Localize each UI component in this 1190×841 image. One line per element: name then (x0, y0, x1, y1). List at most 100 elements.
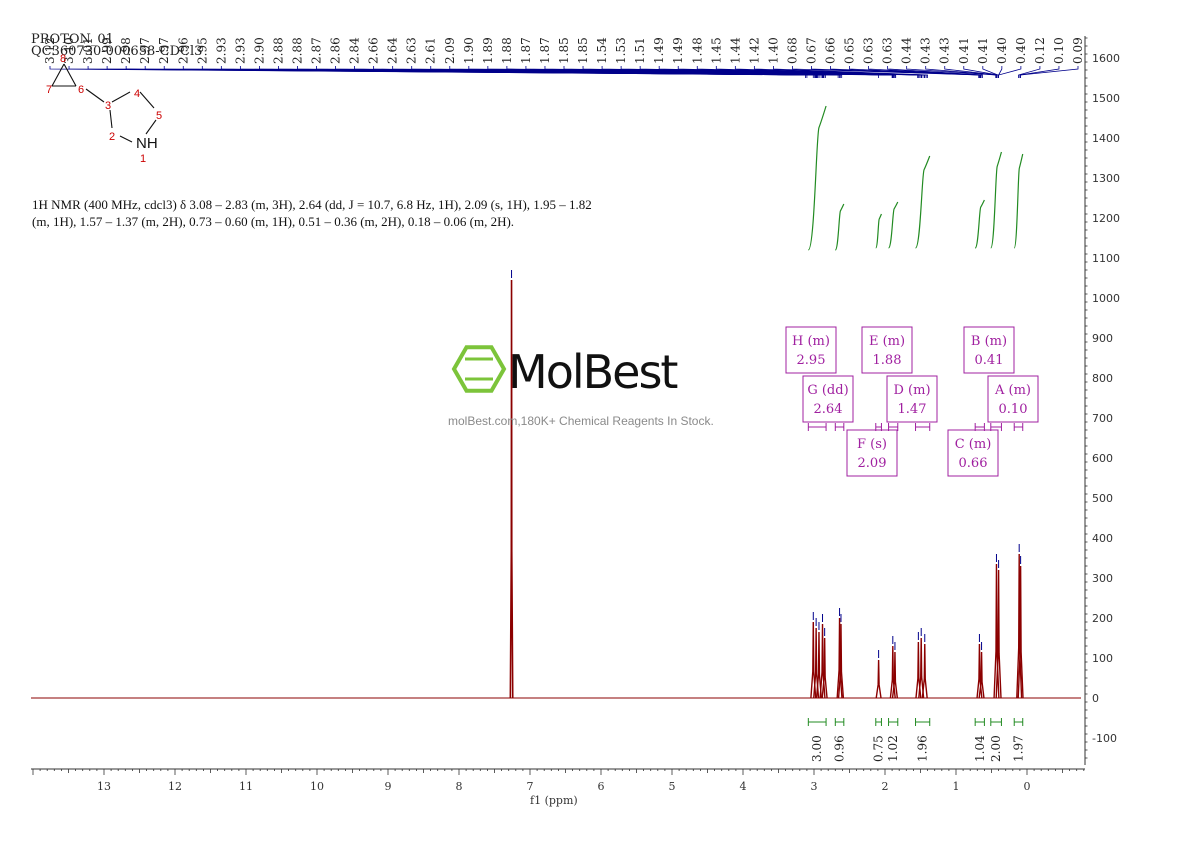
integral-curve (807, 105, 827, 251)
spectrum-header-line1: PROTON_01 (31, 32, 114, 47)
x-tick-label: 2 (882, 780, 889, 793)
multiplet-box (886, 375, 938, 423)
peak-shift-label: 0.68 (785, 37, 799, 64)
peak-label-connector (830, 66, 981, 78)
peak-shift-label: 0.41 (957, 37, 971, 64)
peak-shift-label: 2.96 (176, 37, 190, 64)
multiplet-shift: 1.88 (873, 353, 902, 368)
spectrum-peak (821, 637, 828, 699)
peak-shift-label: 0.43 (938, 37, 952, 64)
multiplet-label: G (dd) (807, 383, 848, 398)
peak-shift-label: 0.65 (843, 37, 857, 64)
peak-shift-label: 2.87 (310, 37, 324, 64)
peak-shift-label: 1.49 (671, 37, 685, 64)
molecule-bond (63, 63, 77, 87)
integral-value: 1.02 (886, 735, 900, 762)
integral-curve (990, 151, 1003, 249)
x-tick-label: 7 (527, 780, 534, 793)
peak-shift-label: 1.44 (728, 37, 742, 64)
y-tick-label: 200 (1092, 612, 1113, 625)
peak-shift-label: 0.09 (1071, 37, 1085, 64)
peak-shift-label: 0.66 (824, 37, 838, 64)
x-tick-label: 12 (168, 780, 182, 793)
x-tick-label: 5 (669, 780, 676, 793)
molecule-bond (139, 91, 155, 109)
nmr-description: 1H NMR (400 MHz, cdcl3) δ 3.08 – 2.83 (m… (32, 197, 592, 229)
molecule-bond (51, 63, 65, 87)
peak-shift-label: 1.85 (576, 37, 590, 64)
y-tick-label: 1100 (1092, 252, 1120, 265)
peak-shift-label: 2.09 (443, 37, 457, 64)
peak-shift-label: 0.12 (1033, 37, 1047, 64)
peak-label-connector (1018, 66, 1041, 78)
y-tick-label: 400 (1092, 532, 1113, 545)
nh-label: NH (136, 135, 158, 152)
peak-shift-label: 2.84 (348, 37, 362, 64)
x-tick-label: 1 (953, 780, 960, 793)
multiplet-label: A (m) (994, 383, 1031, 398)
x-tick-label: 8 (456, 780, 463, 793)
peak-shift-label: 2.97 (157, 37, 171, 64)
spectrum-peak (815, 631, 823, 699)
spectrum-peak (891, 651, 899, 699)
y-tick-label: 1300 (1092, 172, 1120, 185)
multiplet-label: F (s) (857, 437, 887, 452)
peak-shift-label: 1.90 (462, 37, 476, 64)
spectrum-peak (995, 569, 1002, 699)
peak-shift-label: 2.93 (233, 37, 247, 64)
peak-shift-label: 1.49 (652, 37, 666, 64)
spectrum-peak (875, 659, 882, 699)
peak-label-connector (998, 66, 1003, 78)
peak-shift-label: 1.88 (500, 37, 514, 64)
peak-shift-label: 0.44 (900, 37, 914, 64)
x-tick-label: 9 (385, 780, 392, 793)
integral-value: 2.00 (989, 735, 1003, 762)
x-tick-label: 11 (239, 780, 253, 793)
integral-value: 0.75 (872, 735, 886, 762)
peak-shift-label: 1.85 (557, 37, 571, 64)
peak-shift-label: 1.53 (614, 37, 628, 64)
peak-shift-label: 2.90 (252, 37, 266, 64)
multiplet-label: E (m) (869, 334, 905, 349)
multiplet-shift: 0.41 (975, 353, 1004, 368)
peak-shift-label: 0.40 (995, 37, 1009, 64)
peak-shift-label: 2.86 (329, 37, 343, 64)
integral-curve (914, 155, 931, 249)
peak-shift-label: 1.87 (538, 37, 552, 64)
peak-shift-label: 1.51 (633, 37, 647, 64)
atom-label-3: 3 (105, 100, 112, 112)
watermark-brand: MolBest (508, 345, 678, 399)
y-tick-label: 1200 (1092, 212, 1120, 225)
peak-shift-label: 3.10 (62, 37, 76, 64)
atom-label-8: 8 (60, 53, 67, 65)
watermark-tagline: molBest.com,180K+ Chemical Reagents In S… (448, 414, 714, 428)
multiplet-box (963, 326, 1015, 374)
y-tick-label: 1600 (1092, 52, 1120, 65)
peak-shift-label: 2.98 (119, 37, 133, 64)
spectrum-peak (509, 279, 514, 699)
multiplet-label: H (m) (792, 334, 830, 349)
x-tick-label: 4 (740, 780, 747, 793)
multiplet-box (861, 326, 913, 374)
multiplet-shift: 2.64 (814, 402, 843, 417)
peak-label-connector (849, 66, 982, 78)
peak-shift-label: 2.99 (100, 37, 114, 64)
integral-curve (1013, 153, 1024, 249)
spectrum-peak (1016, 553, 1023, 699)
y-tick-label: 300 (1092, 572, 1113, 585)
peak-shift-label: 2.61 (424, 37, 438, 64)
x-tick-label: 6 (598, 780, 605, 793)
peak-shift-label: 2.64 (386, 37, 400, 64)
multiplet-shift: 0.66 (959, 456, 988, 471)
atom-label-1: 1 (140, 153, 147, 165)
peak-shift-label: 2.63 (405, 37, 419, 64)
y-tick-label: 0 (1092, 692, 1099, 705)
peak-shift-label: 2.66 (367, 37, 381, 64)
peak-shift-label: 1.87 (519, 37, 533, 64)
atom-label-6: 6 (78, 84, 85, 96)
peak-shift-label: 1.54 (595, 37, 609, 64)
y-tick-label: 500 (1092, 492, 1113, 505)
atom-label-5: 5 (156, 110, 163, 122)
peak-shift-label: 3.01 (81, 37, 95, 64)
multiplet-shift: 0.10 (999, 402, 1028, 417)
